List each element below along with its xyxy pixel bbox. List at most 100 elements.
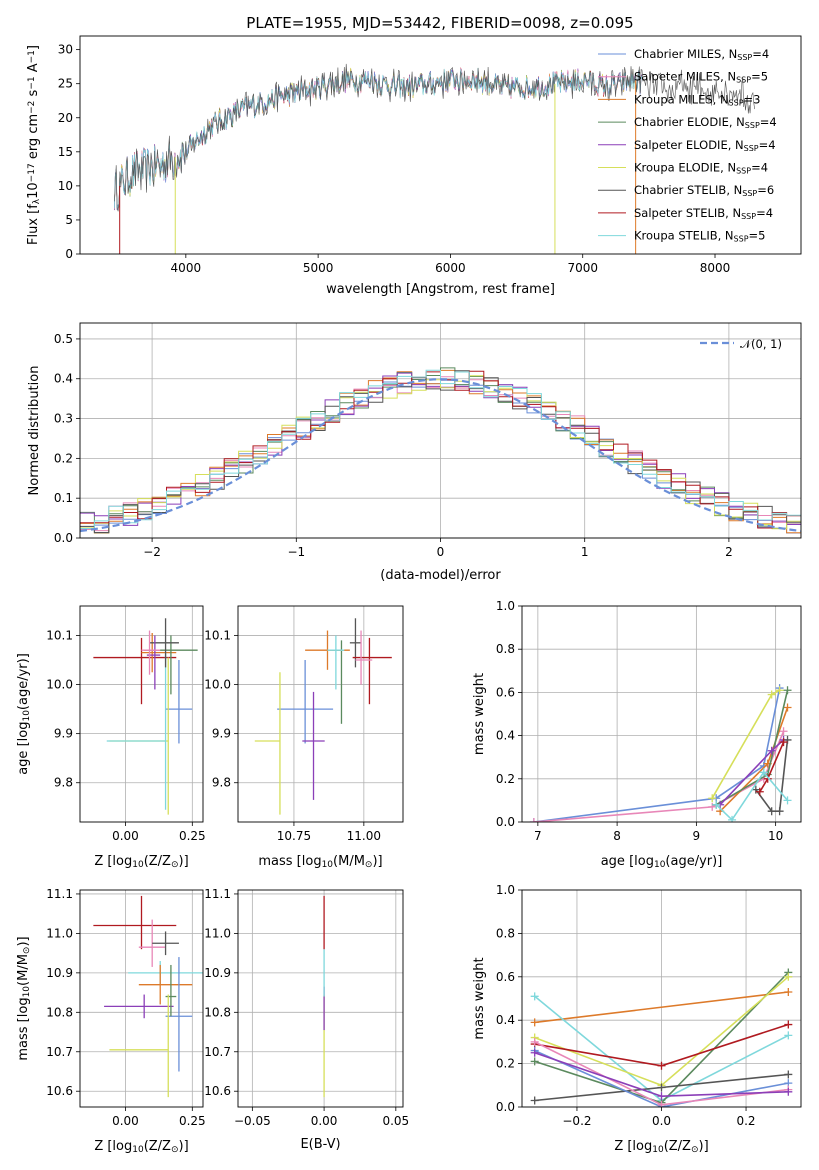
y-tick-label: 0	[65, 247, 73, 261]
spectrum-panel: 4000 5000 6000 7000 8000 0 5 10 15 20 25 30 waveleng…	[26, 35, 802, 297]
y-tick-label: 0.2	[54, 451, 73, 465]
x-axis-label: mass [log10(M/M⊙)]	[258, 854, 382, 870]
y-tick-label: 10.6	[46, 1084, 73, 1098]
x-tick-label: 6000	[435, 261, 466, 275]
x-axis-label: E(B-V)	[300, 1137, 340, 1152]
x-tick-label: 7000	[567, 261, 598, 275]
y-tick-label: 11.0	[46, 926, 73, 940]
weight-marker-salpeter_stelib	[755, 787, 764, 796]
y-tick-label: 0.4	[496, 729, 515, 743]
y-tick-label: 10.1	[204, 628, 231, 642]
x-tick-label: 2	[725, 545, 733, 559]
y-tick-label: 0.5	[54, 332, 73, 346]
y-axis-label: mass [log10(M/M⊙)]	[16, 936, 32, 1060]
x-tick-label: 0.2	[736, 1114, 755, 1128]
weight-lines	[529, 684, 792, 822]
y-tick-label: 10.6	[204, 1084, 231, 1098]
legend-entry: Kroupa MILES, NSSP=3	[634, 92, 760, 107]
x-tick-label: 0	[437, 545, 445, 559]
legend-entry: Salpeter MILES, NSSP=5	[634, 70, 768, 85]
weight-marker-chabrier_stelib	[784, 1070, 793, 1079]
y-tick-label: 10.8	[204, 1005, 231, 1019]
legend-entry: Chabrier MILES, NSSP=4	[634, 47, 769, 62]
x-axis-label: age [log10(age/yr)]	[601, 854, 723, 870]
x-axis-label: wavelength [Angstrom, rest frame]	[326, 282, 555, 297]
y-tick-label: 0.1	[54, 491, 73, 505]
x-tick-label: 0.00	[112, 829, 139, 843]
weight-lines	[530, 968, 793, 1107]
axes-frame	[79, 889, 204, 1108]
legend: Chabrier MILES, NSSP=4 Salpeter MILES, NS…	[598, 47, 777, 244]
y-tick-label: 5	[65, 213, 73, 227]
weight-marker-salpeter_miles	[657, 1100, 666, 1107]
legend-entry: Kroupa STELIB, NSSP=5	[634, 229, 765, 244]
weight-marker-kroupa_elodie	[708, 794, 717, 803]
y-axis-label: Flux [fλ10−17 erg cm−2 s−1 A−1]	[26, 45, 42, 245]
x-tick-label: 0.0	[652, 1114, 671, 1128]
age-vs-z-panel: 0.00 0.25 9.8 9.9 10.0 10.1 Z [log10(Z/Z⊙)] age…	[16, 605, 206, 870]
weight-marker-chabrier_elodie	[783, 686, 792, 695]
legend-entry: 𝒩(0, 1)	[740, 337, 782, 351]
weight-marker-kroupa_elodie	[784, 972, 793, 981]
y-tick-label: 1.0	[496, 599, 515, 613]
y-tick-label: 0.3	[54, 412, 73, 426]
weight-marker-salpeter_elodie	[784, 1087, 793, 1096]
weight-line-chabrier_miles	[534, 1049, 789, 1107]
legend-entry: Chabrier ELODIE, NSSP=4	[634, 115, 777, 130]
y-tick-label: 0.0	[496, 1100, 515, 1114]
y-tick-label: 11.1	[46, 887, 73, 901]
axes-frame	[79, 322, 802, 539]
y-tick-label: 0.0	[54, 531, 73, 545]
legend-entry: Kroupa ELODIE, NSSP=4	[634, 161, 768, 176]
axes-frame	[79, 605, 204, 823]
weight-marker-kroupa_stelib	[784, 1031, 793, 1040]
normal-curve	[80, 378, 801, 533]
weight-marker-kroupa_elodie	[767, 690, 776, 699]
y-tick-label: 10.7	[204, 1045, 231, 1059]
error-bars	[254, 618, 392, 815]
weight-marker-salpeter_miles	[779, 727, 788, 736]
weight-marker-chabrier_stelib	[657, 1083, 666, 1092]
y-tick-label: 10.0	[46, 678, 73, 692]
y-tick-label: 0.8	[496, 642, 515, 656]
weight-vs-age-panel: 7 8 9 10 0.0 0.2 0.4 0.6 0.8 1.0 age [log10(age/yr…	[472, 599, 802, 870]
weight-line-chabrier_miles	[533, 687, 781, 822]
y-tick-label: 1.0	[496, 883, 515, 897]
histogram-kroupa_stelib	[80, 369, 801, 535]
residuals-panel: −2 −1 0 1 2 0.0 0.1 0.2 0.3 0.4 0.5 (data-model)/er…	[27, 322, 802, 583]
y-axis-label: mass weight	[472, 957, 487, 1039]
y-tick-label: 10.8	[46, 1005, 73, 1019]
x-tick-label: 1	[581, 545, 589, 559]
x-tick-label: 9	[693, 829, 701, 843]
y-axis-label: age [log10(age/yr)]	[16, 653, 32, 775]
legend-entry: Salpeter STELIB, NSSP=4	[634, 206, 773, 221]
x-tick-label: 0.00	[112, 1114, 139, 1128]
weight-marker-salpeter_stelib	[779, 738, 788, 747]
axes-frame	[521, 605, 802, 823]
x-tick-label: −1	[287, 545, 305, 559]
y-tick-label: 9.8	[54, 776, 73, 790]
y-tick-label: 9.9	[54, 727, 73, 741]
y-tick-label: 10	[58, 179, 73, 193]
x-tick-label: 11.00	[347, 829, 381, 843]
weight-line-kroupa_elodie	[711, 689, 780, 799]
y-tick-label: 20	[58, 111, 73, 125]
weight-vs-z-panel: −0.2 0.0 0.2 0.0 0.2 0.4 0.6 0.8 1.0 Z [log10(Z/Z…	[472, 883, 802, 1155]
y-axis-label: mass weight	[472, 673, 487, 755]
axes-frame	[521, 889, 802, 1108]
y-tick-label: 0.0	[496, 815, 515, 829]
y-tick-label: 10.9	[46, 966, 73, 980]
weight-marker-chabrier_stelib	[530, 1096, 539, 1105]
y-tick-label: 0.4	[496, 1013, 515, 1027]
x-tick-label: 10	[768, 829, 783, 843]
axes-frame	[79, 35, 802, 255]
x-tick-label: 5000	[303, 261, 334, 275]
mass-vs-ebv-panel: −0.05 0.00 0.05 10.6 10.7 10.8 10.9 11.0 11.1 E(B…	[204, 887, 409, 1152]
y-tick-label: 9.9	[212, 727, 231, 741]
spectrum-line-chabrier_stelib	[114, 63, 755, 212]
y-tick-label: 0.2	[496, 772, 515, 786]
x-tick-label: 0.00	[311, 1114, 338, 1128]
weight-line-kroupa_miles	[534, 991, 789, 1024]
x-tick-label: 0.05	[382, 1114, 409, 1128]
chart-title: PLATE=1955, MJD=53442, FIBERID=0098, z=0…	[246, 14, 633, 32]
